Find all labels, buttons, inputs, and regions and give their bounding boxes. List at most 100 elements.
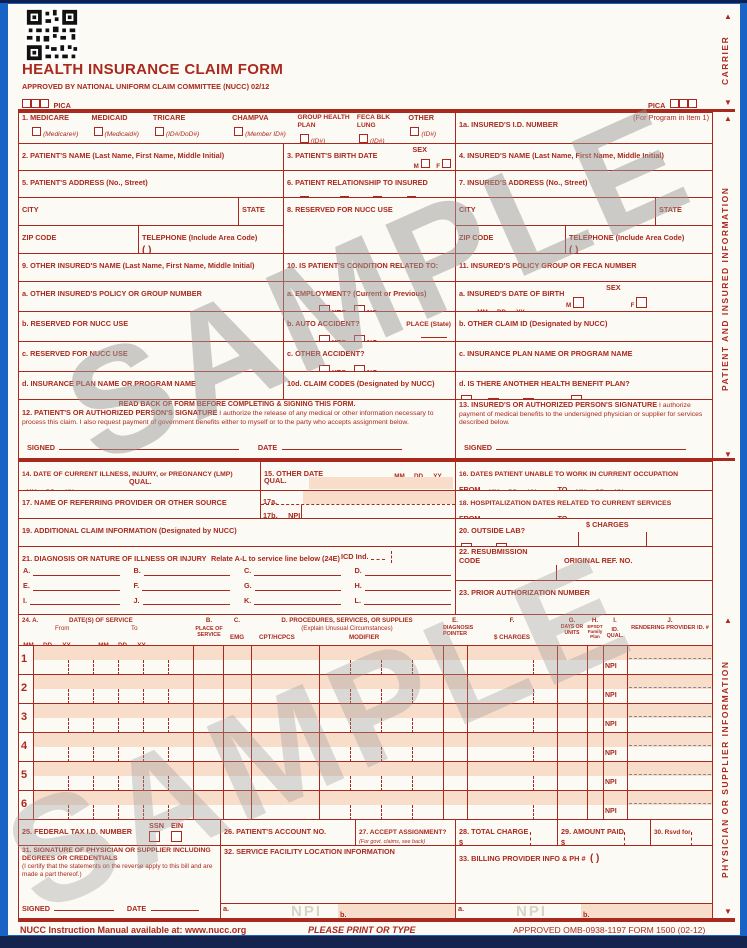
field-33-billing-provider[interactable]: 33. BILLING PROVIDER INFO & PH # ( ) a. … — [455, 845, 712, 918]
pica-box[interactable] — [31, 99, 40, 109]
sub-b-shaded[interactable]: b. — [581, 904, 712, 918]
diagnosis-line[interactable] — [254, 568, 341, 576]
field-9-other-insured-name[interactable]: 9. OTHER INSURED'S NAME (Last Name, Firs… — [18, 253, 283, 281]
diagnosis-line[interactable] — [143, 568, 230, 576]
diagnosis-line[interactable] — [364, 597, 451, 606]
field-1a-insured-id[interactable]: 1a. INSURED'S I.D. NUMBER (For Program i… — [455, 112, 712, 143]
signature-line[interactable] — [54, 910, 115, 911]
checkbox-ein[interactable] — [171, 831, 182, 842]
field-patient-city[interactable]: CITY — [18, 197, 238, 225]
checkbox-yes[interactable] — [319, 335, 330, 341]
checkbox-tricare[interactable] — [154, 127, 164, 137]
field-18-hospitalization[interactable]: 18. HOSPITALIZATION DATES RELATED TO CUR… — [455, 490, 712, 518]
pica-box[interactable] — [687, 99, 697, 109]
service-line-row[interactable]: 6 NPI — [18, 790, 713, 820]
service-line-shaded[interactable] — [33, 733, 713, 747]
service-line-shaded[interactable] — [33, 675, 713, 689]
pica-box[interactable] — [678, 99, 688, 109]
field-6-patient-relationship[interactable]: 6. PATIENT RELATIONSHIP TO INSURED Self … — [283, 170, 455, 197]
date-line[interactable] — [150, 910, 199, 911]
field-10d-claim-codes[interactable]: 10d. CLAIM CODES (Designated by NUCC) — [283, 371, 455, 399]
field-9a-other-policy[interactable]: a. OTHER INSURED'S POLICY OR GROUP NUMBE… — [18, 281, 283, 311]
field-3-birth-date-sex[interactable]: 3. PATIENT'S BIRTH DATE SEX MMDDYY M F — [283, 143, 455, 170]
service-line-row[interactable]: 4 NPI — [18, 732, 713, 762]
checkbox-champva[interactable] — [234, 127, 244, 137]
field-32-service-facility[interactable]: 32. SERVICE FACILITY LOCATION INFORMATIO… — [220, 845, 455, 918]
field-1-insurance-type[interactable]: 1. MEDICARE (Medicare#) MEDICAID (Medicaid… — [18, 112, 455, 143]
checkbox-yes[interactable] — [319, 305, 330, 311]
checkbox-no[interactable] — [354, 305, 366, 311]
checkbox-male[interactable] — [420, 159, 430, 169]
field-17-referring-provider[interactable]: 17. NAME OF REFERRING PROVIDER OR OTHER … — [18, 490, 260, 518]
footer-manual[interactable]: NUCC Instruction Manual available at: ww… — [20, 925, 247, 935]
field-4-insured-name[interactable]: 4. INSURED'S NAME (Last Name, First Name… — [455, 143, 712, 170]
checkbox-medicaid[interactable] — [93, 127, 103, 137]
service-line-row[interactable]: 1 NPI — [18, 645, 713, 675]
diagnosis-line[interactable] — [254, 597, 341, 606]
checkbox-child[interactable] — [373, 196, 383, 197]
field-28-total-charge[interactable]: 28. TOTAL CHARGE $ — [455, 819, 557, 845]
field-insured-zip[interactable]: ZIP CODE — [455, 225, 565, 253]
diagnosis-line[interactable] — [33, 568, 120, 576]
field-5-patient-address[interactable]: 5. PATIENT'S ADDRESS (No., Street) — [18, 170, 283, 197]
place-state-line[interactable] — [421, 337, 447, 338]
checkbox-no[interactable] — [354, 335, 366, 341]
sub-b-shaded[interactable]: b. — [338, 904, 455, 918]
shaded-field[interactable] — [309, 477, 453, 489]
diagnosis-line[interactable] — [364, 583, 451, 591]
checkbox-other[interactable] — [410, 127, 420, 137]
field-patient-phone[interactable]: TELEPHONE (Include Area Code) ( ) — [138, 225, 283, 253]
field-25-federal-tax-id[interactable]: 25. FEDERAL TAX I.D. NUMBER SSN EIN — [18, 819, 220, 845]
field-14-current-illness-date[interactable]: 14. DATE OF CURRENT ILLNESS, INJURY, or … — [18, 461, 260, 490]
service-line-row[interactable]: 2 NPI — [18, 674, 713, 704]
field-2-patient-name[interactable]: 2. PATIENT'S NAME (Last Name, First Name… — [18, 143, 283, 170]
signature-line[interactable] — [496, 449, 687, 450]
field-patient-state[interactable]: STATE — [238, 197, 283, 225]
checkbox-no[interactable] — [523, 397, 535, 399]
signature-line[interactable] — [59, 449, 240, 450]
checkbox-female[interactable] — [442, 159, 451, 169]
checkbox-spouse[interactable] — [340, 196, 350, 197]
diagnosis-line[interactable] — [32, 583, 120, 591]
checkbox-group-health-plan[interactable] — [299, 134, 309, 143]
field-11c-insurance-plan[interactable]: c. INSURANCE PLAN NAME OR PROGRAM NAME — [455, 341, 712, 371]
icd-ind-line[interactable] — [371, 559, 385, 560]
diagnosis-line[interactable] — [142, 583, 230, 591]
field-16-unable-to-work[interactable]: 16. DATES PATIENT UNABLE TO WORK IN CURR… — [455, 461, 712, 490]
field-11-policy-group[interactable]: 11. INSURED'S POLICY GROUP OR FECA NUMBE… — [455, 253, 712, 281]
field-insured-phone[interactable]: TELEPHONE (Include Area Code) ( ) — [565, 225, 712, 253]
checkbox-yes[interactable] — [319, 365, 330, 371]
date-line[interactable] — [281, 449, 402, 450]
checkbox-yes[interactable] — [488, 397, 500, 399]
field-23-prior-auth[interactable]: 23. PRIOR AUTHORIZATION NUMBER — [455, 580, 712, 614]
diagnosis-line[interactable] — [142, 597, 230, 606]
checkbox-female[interactable] — [636, 297, 648, 309]
field-26-patient-account[interactable]: 26. PATIENT'S ACCOUNT NO. — [220, 819, 355, 845]
service-line-shaded[interactable] — [33, 791, 713, 805]
checkbox-self[interactable] — [300, 196, 310, 197]
checkbox-medicare[interactable] — [32, 127, 42, 137]
field-insured-state[interactable]: STATE — [655, 197, 712, 225]
service-line-row[interactable]: 3 NPI — [18, 703, 713, 733]
checkbox-yes[interactable] — [461, 395, 472, 399]
checkbox-no[interactable] — [354, 365, 366, 371]
service-line-shaded[interactable] — [33, 762, 713, 776]
field-insured-city[interactable]: CITY — [455, 197, 655, 225]
checkbox-no[interactable] — [571, 395, 583, 399]
field-15-other-date[interactable]: 15. OTHER DATE MMDDYY QUAL. — [260, 461, 455, 490]
service-line-shaded[interactable] — [33, 646, 713, 660]
field-22-resubmission[interactable]: 22. RESUBMISSION CODE ORIGINAL REF. NO. — [455, 546, 712, 580]
field-11a-insured-dob[interactable]: a. INSURED'S DATE OF BIRTH SEX MMDDYY M … — [455, 281, 712, 311]
service-line-shaded[interactable] — [33, 704, 713, 718]
checkbox-feca[interactable] — [358, 134, 368, 143]
field-17a-shaded[interactable] — [303, 491, 455, 504]
checkbox-ssn[interactable] — [149, 831, 160, 842]
field-29-amount-paid[interactable]: 29. AMOUNT PAID $ — [557, 819, 650, 845]
pica-box[interactable] — [40, 99, 49, 109]
field-patient-zip[interactable]: ZIP CODE — [18, 225, 138, 253]
checkbox-no[interactable] — [496, 543, 508, 546]
checkbox-male[interactable] — [573, 297, 585, 309]
pica-box[interactable] — [669, 99, 679, 109]
field-11b-other-claim-id[interactable]: b. OTHER CLAIM ID (Designated by NUCC) — [455, 311, 712, 341]
field-9d-insurance-plan[interactable]: d. INSURANCE PLAN NAME OR PROGRAM NAME — [18, 371, 283, 399]
